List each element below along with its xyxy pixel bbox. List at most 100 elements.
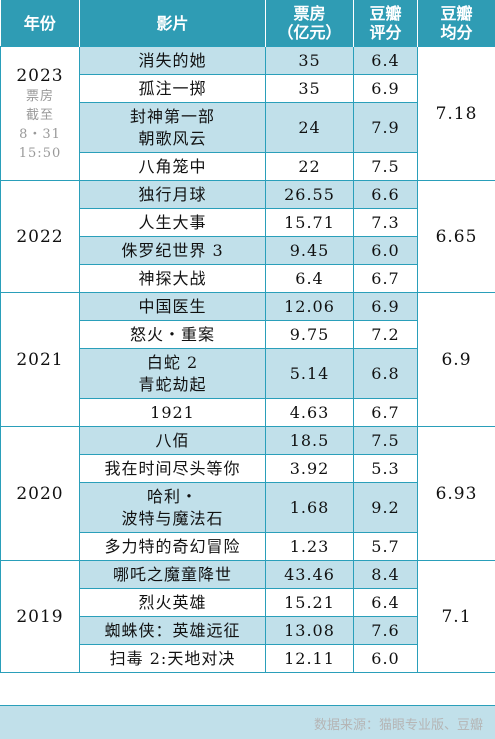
box-office-cell: 15.21	[265, 588, 354, 617]
source-text: 数据来源：猫眼专业版、豆瓣	[313, 718, 483, 733]
film-name-line: 八角笼中	[138, 156, 207, 176]
film-name-line: 人生大事	[138, 212, 207, 232]
average-score-cell: 7.18	[417, 46, 495, 181]
film-cell: 多力特的奇幻冒险	[79, 532, 266, 561]
table-row: 2020 八佰 18.5 7.5 6.93	[0, 426, 495, 561]
film-cell: 扫毒 2:天地对决	[79, 644, 266, 673]
average-score-cell: 6.65	[417, 180, 495, 293]
table-row: 2023 票房 截至 8・31 15:50 消失的她 35 6.4 7.18	[0, 46, 495, 181]
box-office-cell: 12.06	[265, 292, 354, 321]
box-office-cell: 43.46	[265, 560, 354, 589]
table-row: 封神第一部 朝歌风云 24 7.9	[1, 102, 495, 153]
box-office-cell: 35	[265, 46, 354, 75]
average-score-cell: 6.93	[417, 426, 495, 561]
table-row: 2022 独行月球 26.55 6.6 6.65	[0, 180, 495, 293]
score-cell: 6.8	[353, 348, 418, 399]
year-value: 2023	[16, 65, 64, 86]
score-cell: 7.2	[353, 320, 418, 349]
table-row: 蜘蛛侠：英雄远征 13.08 7.6	[1, 616, 495, 645]
film-cell: 1921	[79, 398, 266, 427]
table-row: 孤注一掷 35 6.9	[1, 74, 495, 103]
film-name-line: 青蛇劫起	[138, 374, 207, 394]
header-box-office: 票房 （亿元）	[265, 0, 354, 47]
film-name-line: 侏罗纪世界 3	[121, 240, 224, 260]
box-office-cell: 9.75	[265, 320, 354, 349]
year-note-line: 截至	[25, 107, 54, 123]
year-cell: 2020	[0, 426, 80, 561]
film-cell: 封神第一部 朝歌风云	[79, 102, 266, 153]
header-film: 影片	[79, 0, 266, 47]
year-cell: 2019	[0, 560, 80, 673]
table-row: 2021 中国医生 12.06 6.9 6.9	[0, 292, 495, 427]
year-note-line: 15:50	[18, 145, 62, 161]
table-row: 怒火・重案 9.75 7.2	[1, 320, 495, 349]
score-cell: 6.9	[353, 74, 418, 103]
film-cell: 烈火英雄	[79, 588, 266, 617]
film-cell: 神探大战	[79, 264, 266, 293]
header-score-line1: 豆瓣	[369, 4, 402, 23]
score-cell: 7.5	[353, 152, 418, 181]
film-cell: 中国医生	[79, 292, 266, 321]
box-office-cell: 26.55	[265, 180, 354, 209]
box-office-cell: 35	[265, 74, 354, 103]
year-value: 2021	[16, 349, 64, 370]
score-cell: 6.6	[353, 180, 418, 209]
score-cell: 6.4	[353, 46, 418, 75]
box-office-cell: 13.08	[265, 616, 354, 645]
film-cell: 独行月球	[79, 180, 266, 209]
box-office-cell: 1.23	[265, 532, 354, 561]
score-cell: 7.9	[353, 102, 418, 153]
box-office-cell: 9.45	[265, 236, 354, 265]
table-row: 侏罗纪世界 3 9.45 6.0	[1, 236, 495, 265]
box-office-cell: 24	[265, 102, 354, 153]
film-name-line: 我在时间尽头等你	[104, 458, 241, 478]
film-name-line: 烈火英雄	[138, 592, 207, 612]
score-cell: 6.4	[353, 588, 418, 617]
table-row: 八角笼中 22 7.5	[1, 152, 495, 181]
score-cell: 5.7	[353, 532, 418, 561]
header-avg: 豆瓣 均分	[417, 0, 495, 47]
film-cell: 八角笼中	[79, 152, 266, 181]
score-cell: 6.9	[353, 292, 418, 321]
score-cell: 6.7	[353, 398, 418, 427]
film-cell: 人生大事	[79, 208, 266, 237]
table-row: 哈利・ 波特与魔法石 1.68 9.2	[1, 482, 495, 533]
film-cell: 我在时间尽头等你	[79, 454, 266, 483]
header-avg-line2: 均分	[440, 23, 473, 42]
score-cell: 9.2	[353, 482, 418, 533]
box-office-cell: 3.92	[265, 454, 354, 483]
year-value: 2020	[16, 483, 64, 504]
box-office-cell: 1.68	[265, 482, 354, 533]
box-office-cell: 4.63	[265, 398, 354, 427]
film-name-line: 孤注一掷	[138, 78, 207, 98]
table-row: 神探大战 6.4 6.7	[1, 264, 495, 293]
film-cell: 八佰	[79, 426, 266, 455]
film-name-line: 波特与魔法石	[121, 508, 224, 528]
score-cell: 7.5	[353, 426, 418, 455]
film-name-line: 中国医生	[138, 296, 207, 316]
film-name-line: 哈利・	[146, 486, 198, 506]
score-cell: 6.0	[353, 644, 418, 673]
table-row: 2019 哪吒之魔童降世 43.46 8.4 7.1	[0, 560, 495, 673]
film-name-line: 八佰	[155, 430, 190, 450]
table-body: 2023 票房 截至 8・31 15:50 消失的她 35 6.4 7.18 孤注一掷 35 6.9 封…	[0, 46, 495, 673]
film-cell: 蜘蛛侠：英雄远征	[79, 616, 266, 645]
box-office-cell: 5.14	[265, 348, 354, 399]
header-score: 豆瓣 评分	[353, 0, 418, 47]
score-cell: 6.0	[353, 236, 418, 265]
table-row: 白蛇 2 青蛇劫起 5.14 6.8	[1, 348, 495, 399]
film-name-line: 怒火・重案	[129, 324, 215, 344]
year-cell: 2023 票房 截至 8・31 15:50	[0, 46, 80, 181]
score-cell: 6.7	[353, 264, 418, 293]
film-name-line: 神探大战	[138, 268, 207, 288]
film-cell: 孤注一掷	[79, 74, 266, 103]
table-row: 烈火英雄 15.21 6.4	[1, 588, 495, 617]
box-office-cell: 6.4	[265, 264, 354, 293]
year-note-line: 票房	[25, 88, 54, 104]
source-footer: 数据来源：猫眼专业版、豆瓣	[0, 705, 495, 739]
table-row: 我在时间尽头等你 3.92 5.3	[1, 454, 495, 483]
film-name-line: 白蛇 2	[146, 352, 199, 372]
box-office-cell: 12.11	[265, 644, 354, 673]
film-name-line: 哪吒之魔童降世	[112, 564, 232, 584]
